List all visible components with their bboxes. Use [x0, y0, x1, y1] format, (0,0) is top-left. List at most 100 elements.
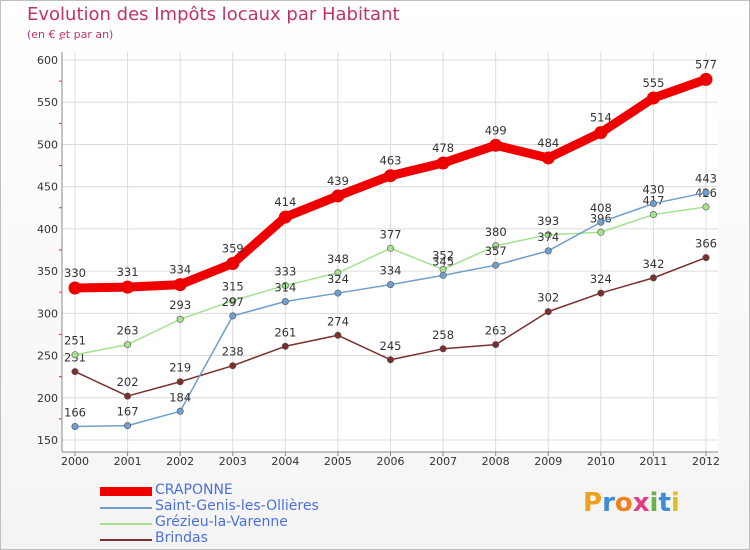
- data-point: [226, 257, 240, 271]
- data-label: 251: [64, 334, 86, 348]
- data-point: [386, 281, 394, 289]
- data-point: [492, 341, 500, 349]
- data-point: [702, 254, 710, 262]
- x-tick-label: 2008: [482, 455, 510, 468]
- legend-swatch-grezieu: [100, 523, 152, 525]
- x-tick-label: 2009: [534, 455, 562, 468]
- data-label: 380: [485, 225, 507, 239]
- y-tick-label: 300: [37, 307, 58, 320]
- x-tick-label: 2002: [166, 455, 194, 468]
- data-point: [544, 231, 552, 239]
- data-label: 499: [485, 123, 507, 137]
- data-point: [71, 422, 79, 430]
- y-tick-label: 500: [37, 138, 58, 151]
- data-label: 219: [169, 361, 191, 375]
- data-point: [597, 228, 605, 236]
- data-point: [71, 368, 79, 376]
- data-point: [334, 331, 342, 339]
- data-point: [278, 210, 292, 224]
- data-point: [281, 298, 289, 306]
- data-point: [281, 342, 289, 350]
- data-label: 374: [537, 230, 559, 244]
- logo-letter: t: [658, 488, 671, 518]
- data-point: [597, 218, 605, 226]
- legend-swatch-craponne: [100, 487, 152, 496]
- data-label: 263: [485, 324, 507, 338]
- data-label: 366: [695, 237, 717, 251]
- logo-letter: r: [602, 488, 615, 518]
- data-label: 408: [590, 201, 612, 215]
- data-label: 315: [222, 280, 244, 294]
- data-point: [331, 189, 345, 203]
- data-label: 238: [222, 345, 244, 359]
- x-tick-label: 2001: [114, 455, 142, 468]
- logo-letter: P: [583, 488, 603, 518]
- data-label: 443: [695, 172, 717, 186]
- x-tick-label: 2000: [61, 455, 89, 468]
- data-label: 167: [117, 405, 139, 419]
- data-point: [646, 91, 660, 105]
- data-label: 202: [117, 375, 139, 389]
- data-point: [702, 189, 710, 197]
- y-tick-label: 600: [37, 54, 58, 67]
- data-label: 258: [432, 328, 454, 342]
- data-point: [124, 341, 132, 349]
- data-point: [121, 280, 135, 294]
- y-tick-label: 150: [37, 434, 58, 447]
- data-label: 352: [432, 248, 454, 262]
- x-tick-label: 2004: [271, 455, 299, 468]
- data-point: [702, 203, 710, 211]
- data-point: [229, 297, 237, 305]
- data-label: 348: [327, 252, 349, 266]
- data-point: [124, 392, 132, 400]
- x-tick-label: 2007: [429, 455, 457, 468]
- legend-label-grezieu: Grézieu-la-Varenne: [155, 514, 288, 530]
- x-tick-label: 2010: [587, 455, 615, 468]
- y-tick-label: 450: [37, 181, 58, 194]
- data-label: 393: [537, 214, 559, 228]
- data-label: 377: [380, 227, 402, 241]
- data-point: [176, 407, 184, 415]
- data-label: 334: [169, 263, 191, 277]
- data-label: 274: [327, 314, 349, 328]
- data-point: [176, 315, 184, 323]
- data-label: 484: [537, 136, 559, 150]
- data-label: 396: [590, 211, 612, 225]
- chart-subtitle: (en € et par an): [27, 28, 114, 41]
- data-point: [439, 271, 447, 279]
- data-point: [386, 244, 394, 252]
- data-label: 555: [642, 76, 664, 90]
- data-point: [68, 281, 82, 295]
- data-point: [699, 72, 713, 86]
- data-label: 184: [169, 390, 191, 404]
- data-label: 345: [432, 254, 454, 268]
- data-point: [334, 269, 342, 277]
- data-label: 166: [64, 405, 86, 419]
- data-label: 245: [380, 339, 402, 353]
- data-label: 263: [117, 324, 139, 338]
- legend-swatch-saint-genis: [100, 507, 152, 509]
- data-point: [334, 289, 342, 297]
- data-label: 342: [642, 257, 664, 271]
- data-point: [594, 126, 608, 140]
- data-point: [229, 312, 237, 320]
- data-label: 331: [117, 265, 139, 279]
- data-point: [71, 351, 79, 359]
- data-label: 577: [695, 57, 717, 71]
- logo-letter: x: [632, 488, 650, 518]
- y-tick-label: 400: [37, 223, 58, 236]
- data-label: 333: [274, 264, 296, 278]
- chart-title: Evolution des Impôts locaux par Habitant: [27, 4, 400, 25]
- data-label: 514: [590, 111, 612, 125]
- data-point: [173, 278, 187, 292]
- data-label: 261: [274, 325, 296, 339]
- y-tick-label: 350: [37, 265, 58, 278]
- data-point: [649, 274, 657, 282]
- data-label: 293: [169, 298, 191, 312]
- data-label: 314: [274, 281, 296, 295]
- data-point: [544, 247, 552, 255]
- data-label: 324: [327, 272, 349, 286]
- y-tick-label: 200: [37, 392, 58, 405]
- data-label: 357: [485, 244, 507, 258]
- data-point: [649, 200, 657, 208]
